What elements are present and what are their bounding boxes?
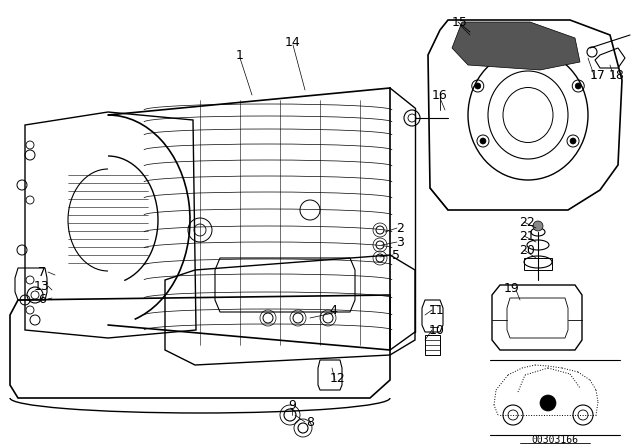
Circle shape (533, 221, 543, 231)
Text: 4: 4 (329, 303, 337, 316)
Circle shape (540, 395, 556, 411)
Text: 2: 2 (396, 221, 404, 234)
Text: 13: 13 (34, 280, 50, 293)
Text: 8: 8 (306, 415, 314, 428)
Text: 18: 18 (609, 69, 625, 82)
Text: 15: 15 (452, 16, 468, 29)
Text: 17: 17 (590, 69, 606, 82)
Text: 22: 22 (519, 215, 535, 228)
Text: 21: 21 (519, 229, 535, 242)
Text: 1: 1 (236, 48, 244, 61)
Text: 3: 3 (396, 236, 404, 249)
Text: 11: 11 (429, 303, 445, 316)
Text: 16: 16 (432, 89, 448, 102)
Text: 10: 10 (429, 323, 445, 336)
Text: 9: 9 (288, 399, 296, 412)
Text: 7: 7 (38, 266, 46, 279)
Circle shape (570, 138, 576, 144)
Text: 00303166: 00303166 (531, 435, 579, 445)
Text: 6: 6 (38, 293, 46, 306)
Text: 12: 12 (330, 371, 346, 384)
Polygon shape (452, 22, 580, 70)
Text: 5: 5 (392, 249, 400, 262)
Circle shape (475, 83, 481, 89)
Circle shape (575, 83, 581, 89)
Text: 14: 14 (285, 35, 301, 48)
Text: 20: 20 (519, 244, 535, 257)
Circle shape (480, 138, 486, 144)
Text: 19: 19 (504, 281, 520, 294)
